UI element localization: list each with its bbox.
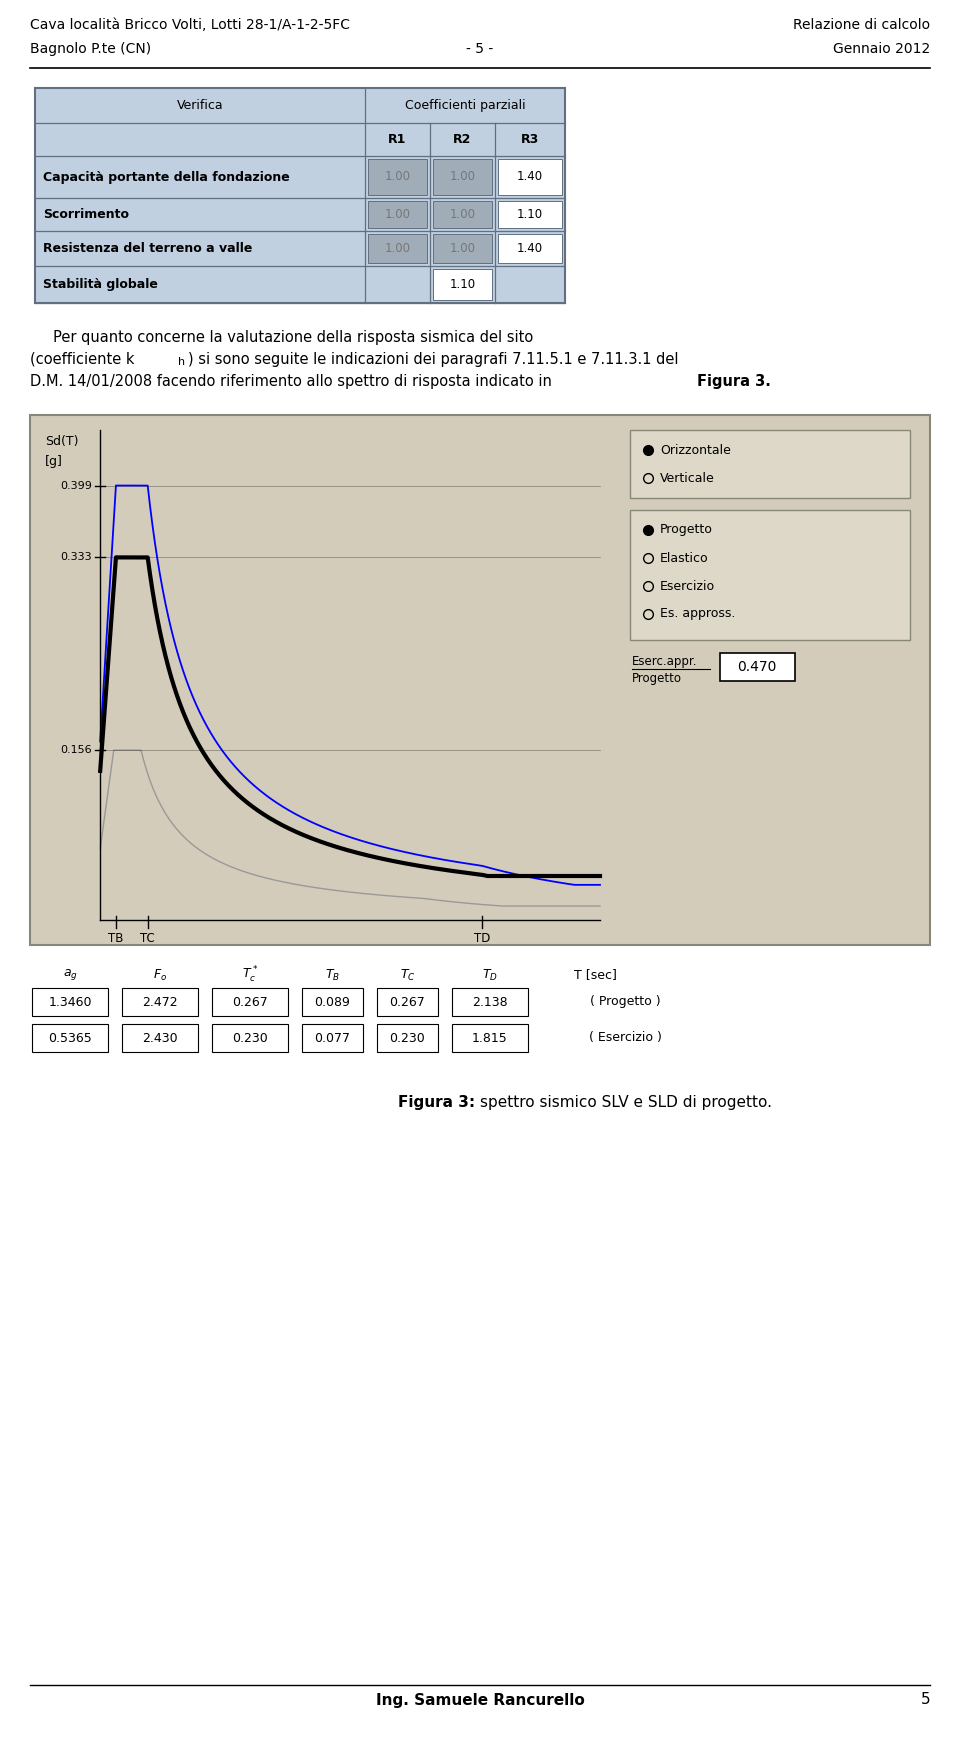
Text: 1.10: 1.10 (449, 278, 475, 292)
Text: $T_c^*$: $T_c^*$ (242, 966, 258, 985)
Text: 1.00: 1.00 (449, 243, 475, 255)
Bar (720, 653, 795, 681)
Text: Eserc.appr.: Eserc.appr. (632, 655, 698, 669)
Text: Progetto: Progetto (660, 524, 713, 536)
Text: ) si sono seguite le indicazioni dei paragrafi 7.11.5.1 e 7.11.3.1 del: ) si sono seguite le indicazioni dei par… (188, 353, 679, 367)
Text: Capacità portante della fondazione: Capacità portante della fondazione (43, 171, 290, 183)
Text: R3: R3 (521, 133, 540, 147)
Text: (coefficiente k: (coefficiente k (30, 353, 134, 367)
Text: 1.00: 1.00 (449, 208, 475, 222)
Bar (377, 1023, 438, 1053)
Text: 0.5365: 0.5365 (48, 1032, 92, 1044)
Bar (498, 201, 562, 229)
Text: 1.00: 1.00 (449, 171, 475, 183)
Text: ( Esercizio ): ( Esercizio ) (588, 1032, 661, 1044)
Text: Stabilità globale: Stabilità globale (43, 278, 157, 292)
Text: Relazione di calcolo: Relazione di calcolo (793, 17, 930, 31)
Text: h: h (178, 356, 185, 367)
Text: T [sec]: T [sec] (573, 969, 616, 981)
Text: Progetto: Progetto (632, 672, 682, 684)
Text: Ing. Samuele Rancurello: Ing. Samuele Rancurello (375, 1692, 585, 1708)
Text: TC: TC (140, 932, 156, 945)
Text: ( Progetto ): ( Progetto ) (589, 995, 660, 1009)
Text: 0.156: 0.156 (60, 746, 92, 754)
Text: spettro sismico SLV e SLD di progetto.: spettro sismico SLV e SLD di progetto. (480, 1095, 772, 1109)
Text: R2: R2 (453, 133, 471, 147)
Text: Esercizio: Esercizio (660, 580, 715, 592)
Text: 1.10: 1.10 (516, 208, 543, 222)
Bar (433, 159, 492, 196)
Text: 0.399: 0.399 (60, 480, 92, 491)
Text: 1.00: 1.00 (385, 171, 411, 183)
Text: Cava località Bricco Volti, Lotti 28-1/A-1-2-5FC: Cava località Bricco Volti, Lotti 28-1/A… (30, 17, 350, 31)
Bar (433, 269, 492, 300)
Text: Figura 3.: Figura 3. (697, 374, 771, 389)
Text: Gennaio 2012: Gennaio 2012 (832, 42, 930, 56)
Text: [g]: [g] (45, 456, 62, 468)
Bar (35, 87, 565, 304)
Bar (32, 988, 108, 1016)
Text: Coefficienti parziali: Coefficienti parziali (405, 100, 525, 112)
Text: TB: TB (108, 932, 124, 945)
Bar (368, 234, 427, 264)
Bar (302, 1023, 363, 1053)
Text: 1.00: 1.00 (385, 208, 411, 222)
Bar (433, 234, 492, 264)
Bar (377, 988, 438, 1016)
Text: 1.40: 1.40 (516, 243, 543, 255)
Text: $a_g$: $a_g$ (62, 967, 78, 983)
Bar (433, 201, 492, 229)
Bar (122, 1023, 198, 1053)
Text: Resistenza del terreno a valle: Resistenza del terreno a valle (43, 243, 252, 255)
Text: Orizzontale: Orizzontale (660, 443, 731, 456)
Bar (630, 430, 910, 498)
Text: 2.138: 2.138 (472, 995, 508, 1009)
Text: $T_B$: $T_B$ (324, 967, 340, 983)
Bar (452, 1023, 528, 1053)
Text: $F_o$: $F_o$ (153, 967, 167, 983)
Text: 0.077: 0.077 (315, 1032, 350, 1044)
Text: Bagnolo P.te (CN): Bagnolo P.te (CN) (30, 42, 151, 56)
Bar (368, 201, 427, 229)
Text: R1: R1 (388, 133, 407, 147)
Text: 1.3460: 1.3460 (48, 995, 92, 1009)
Text: $T_D$: $T_D$ (482, 967, 498, 983)
Bar (212, 1023, 288, 1053)
Bar (212, 988, 288, 1016)
Bar (452, 988, 528, 1016)
Bar (122, 988, 198, 1016)
Text: - 5 -: - 5 - (467, 42, 493, 56)
Text: Sd(T): Sd(T) (45, 435, 79, 449)
Text: 1.00: 1.00 (385, 243, 411, 255)
Text: 0.089: 0.089 (315, 995, 350, 1009)
Text: Figura 3:: Figura 3: (397, 1095, 480, 1109)
Bar (498, 159, 562, 196)
Text: 0.267: 0.267 (232, 995, 268, 1009)
Text: Es. appross.: Es. appross. (660, 608, 735, 620)
Text: 0.230: 0.230 (232, 1032, 268, 1044)
Bar (630, 510, 910, 641)
Text: Per quanto concerne la valutazione della risposta sismica del sito: Per quanto concerne la valutazione della… (30, 330, 533, 346)
Text: Elastico: Elastico (660, 552, 708, 564)
Text: 1.40: 1.40 (516, 171, 543, 183)
Text: D.M. 14/01/2008 facendo riferimento allo spettro di risposta indicato in: D.M. 14/01/2008 facendo riferimento allo… (30, 374, 557, 389)
Text: Scorrimento: Scorrimento (43, 208, 129, 222)
Bar (32, 1023, 108, 1053)
Bar (498, 234, 562, 264)
Text: Verticale: Verticale (660, 471, 715, 484)
Text: 1.815: 1.815 (472, 1032, 508, 1044)
Text: 0.267: 0.267 (390, 995, 425, 1009)
Text: 2.472: 2.472 (142, 995, 178, 1009)
Text: 0.230: 0.230 (390, 1032, 425, 1044)
Text: 5: 5 (921, 1692, 930, 1708)
Bar (368, 159, 427, 196)
Text: 0.470: 0.470 (737, 660, 777, 674)
Text: 2.430: 2.430 (142, 1032, 178, 1044)
Bar (30, 416, 930, 945)
Text: 0.333: 0.333 (60, 552, 92, 562)
Text: TD: TD (473, 932, 490, 945)
Text: $T_C$: $T_C$ (399, 967, 416, 983)
Text: Verifica: Verifica (177, 100, 224, 112)
Bar (302, 988, 363, 1016)
